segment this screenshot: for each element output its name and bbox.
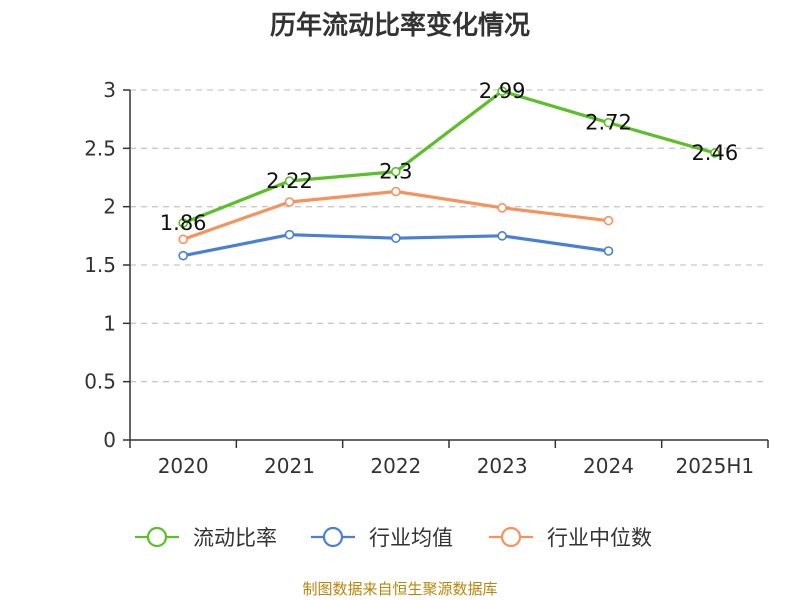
- y-tick-label: 2.5: [84, 136, 116, 160]
- data-label: 2.3: [379, 160, 412, 184]
- y-tick-label: 1.5: [84, 253, 116, 277]
- x-tick-label: 2025H1: [675, 454, 754, 478]
- x-tick-label: 2023: [477, 454, 528, 478]
- grid-lines: [130, 89, 768, 383]
- data-point: [178, 250, 188, 261]
- data-point: [603, 246, 614, 256]
- legend-label: 行业中位数: [547, 526, 652, 550]
- data-point: [603, 215, 614, 226]
- data-point: [391, 186, 401, 197]
- series-lines: [178, 86, 720, 261]
- legend-item[interactable]: 流动比率: [135, 526, 277, 550]
- data-point: [710, 148, 720, 158]
- data-point: [284, 176, 295, 186]
- x-tick-label: 2024: [583, 454, 634, 478]
- data-point: [603, 117, 614, 128]
- data-point: [284, 197, 295, 207]
- x-tick-label: 2020: [158, 454, 209, 478]
- y-tick-label: 0: [103, 428, 116, 452]
- legend-item[interactable]: 行业中位数: [489, 526, 652, 550]
- y-tick-label: 2: [103, 195, 116, 219]
- data-label: 2.99: [479, 79, 526, 103]
- y-tick-label: 1: [103, 311, 116, 335]
- legend-item[interactable]: 行业均值: [311, 526, 453, 550]
- axes: 0 0.5 1 1.5 2 2.5 3 2020 2021 2022 2023 2024 2025H1: [84, 78, 769, 478]
- data-point: [284, 229, 295, 240]
- series-line: [182, 89, 716, 225]
- data-point: [178, 234, 188, 245]
- y-tick-label: 3: [103, 78, 116, 102]
- legend-label: 流动比率: [193, 526, 277, 550]
- legend-marker-icon: [146, 526, 168, 548]
- data-point: [497, 86, 507, 96]
- legend-label: 行业均值: [369, 526, 453, 550]
- y-tick-label: 0.5: [84, 370, 116, 394]
- data-point: [178, 218, 188, 228]
- data-label: 2.72: [585, 111, 632, 135]
- data-point: [391, 233, 401, 243]
- data-label: 1.86: [160, 211, 207, 235]
- data-point: [497, 203, 507, 213]
- data-label: 2.22: [266, 169, 313, 193]
- x-tick-label: 2021: [264, 454, 315, 478]
- chart-title: 历年流动比率变化情况: [270, 10, 530, 41]
- legend-marker-icon: [322, 526, 344, 548]
- legend-marker-icon: [500, 526, 522, 548]
- data-labels: 1.86 2.22 2.3 2.99 2.72 2.46: [160, 79, 738, 235]
- legend[interactable]: 流动比率 行业均值 行业中位数: [135, 526, 652, 550]
- data-point: [497, 231, 507, 241]
- source-note: 制图数据来自恒生聚源数据库: [302, 580, 497, 598]
- data-point: [391, 166, 401, 177]
- data-label: 2.46: [691, 141, 738, 165]
- x-tick-label: 2022: [370, 454, 421, 478]
